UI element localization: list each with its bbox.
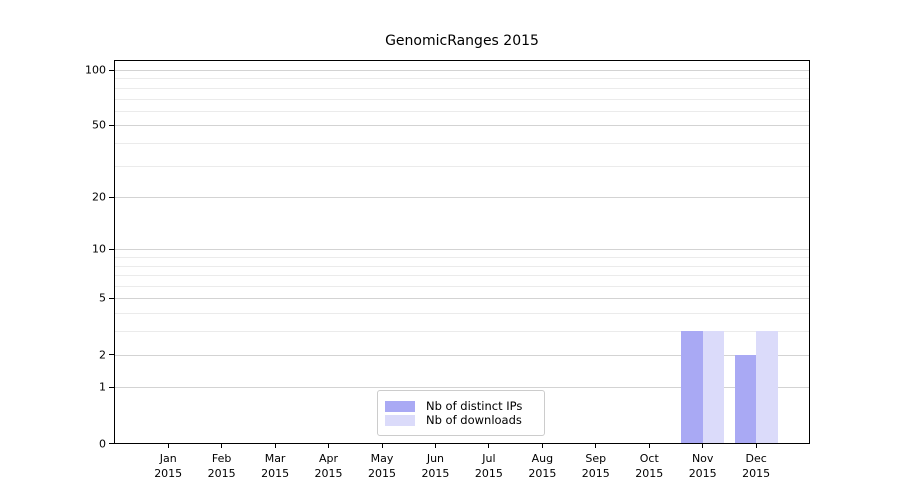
chart-title: GenomicRanges 2015: [385, 33, 539, 49]
x-tick-mark: [541, 444, 543, 448]
plot-area: [114, 60, 810, 444]
bar-distinct-ips-dec: [734, 354, 757, 443]
minor-gridline: [115, 110, 809, 112]
x-tick-label: Apr 2015: [314, 452, 343, 480]
minor-gridline: [115, 313, 809, 315]
x-tick-mark: [755, 444, 757, 448]
y-tick-label: 0: [99, 437, 106, 450]
y-tick-mark: [109, 248, 114, 250]
legend: Nb of distinct IPs Nb of downloads: [377, 390, 545, 436]
legend-label: Nb of downloads: [426, 413, 522, 427]
y-tick-label: 2: [99, 348, 106, 362]
legend-row: Nb of downloads: [385, 413, 537, 427]
minor-gridline: [115, 257, 809, 259]
x-tick-label: Sep 2015: [581, 452, 610, 480]
major-gridline: [115, 298, 809, 300]
y-tick-mark: [109, 443, 114, 444]
x-tick-mark: [488, 444, 490, 448]
x-tick-mark: [328, 444, 330, 448]
y-tick-mark: [109, 196, 114, 198]
minor-gridline: [115, 142, 809, 144]
bar-downloads-nov: [702, 331, 725, 443]
x-tick-label: May 2015: [368, 452, 396, 480]
y-tick-mark: [109, 69, 114, 71]
legend-swatch-icon: [385, 400, 415, 412]
x-tick-label: Nov 2015: [688, 452, 717, 480]
x-tick-mark: [381, 444, 383, 448]
y-tick-mark: [109, 386, 114, 388]
major-gridline: [115, 354, 809, 356]
major-gridline: [115, 70, 809, 71]
x-tick-mark: [274, 444, 276, 448]
minor-gridline: [115, 275, 809, 277]
x-tick-label: Jun 2015: [421, 452, 450, 480]
y-tick-mark: [109, 297, 114, 299]
y-tick-label: 20: [92, 190, 106, 204]
x-tick-label: Mar 2015: [261, 452, 290, 480]
x-tick-mark: [648, 444, 650, 448]
bar-distinct-ips-nov: [681, 331, 703, 443]
x-tick-label: Jan 2015: [154, 452, 183, 480]
x-tick-label: Dec 2015: [742, 452, 771, 480]
x-tick-mark: [434, 444, 436, 448]
y-tick-label: 50: [92, 118, 106, 132]
x-tick-label: Aug 2015: [528, 452, 557, 480]
x-tick-label: Jul 2015: [474, 452, 503, 480]
legend-row: Nb of distinct IPs: [385, 399, 537, 413]
legend-entries: Nb of distinct IPs Nb of downloads: [385, 399, 537, 427]
major-gridline: [115, 125, 809, 127]
y-tick-label: 1: [99, 380, 106, 394]
major-gridline: [115, 387, 809, 389]
y-tick-label: 100: [85, 63, 106, 77]
minor-gridline: [115, 98, 809, 100]
y-tick-label: 5: [99, 291, 106, 305]
y-tick-mark: [109, 124, 114, 126]
x-tick-label: Feb 2015: [207, 452, 236, 480]
minor-gridline: [115, 331, 809, 333]
minor-gridline: [115, 87, 809, 89]
major-gridline: [115, 249, 809, 251]
minor-gridline: [115, 265, 809, 267]
x-tick-mark: [595, 444, 597, 448]
x-tick-label: Oct 2015: [635, 452, 664, 480]
x-tick-mark: [167, 444, 169, 448]
legend-swatch-icon: [385, 414, 415, 426]
bar-downloads-dec: [756, 331, 778, 443]
minor-gridline: [115, 286, 809, 288]
y-tick-label: 10: [92, 242, 106, 256]
x-tick-mark: [221, 444, 223, 448]
minor-gridline: [115, 165, 809, 167]
x-tick-mark: [702, 444, 704, 448]
minor-gridline: [115, 78, 809, 80]
legend-label: Nb of distinct IPs: [426, 399, 523, 413]
y-tick-mark: [109, 354, 114, 356]
major-gridline: [115, 197, 809, 199]
